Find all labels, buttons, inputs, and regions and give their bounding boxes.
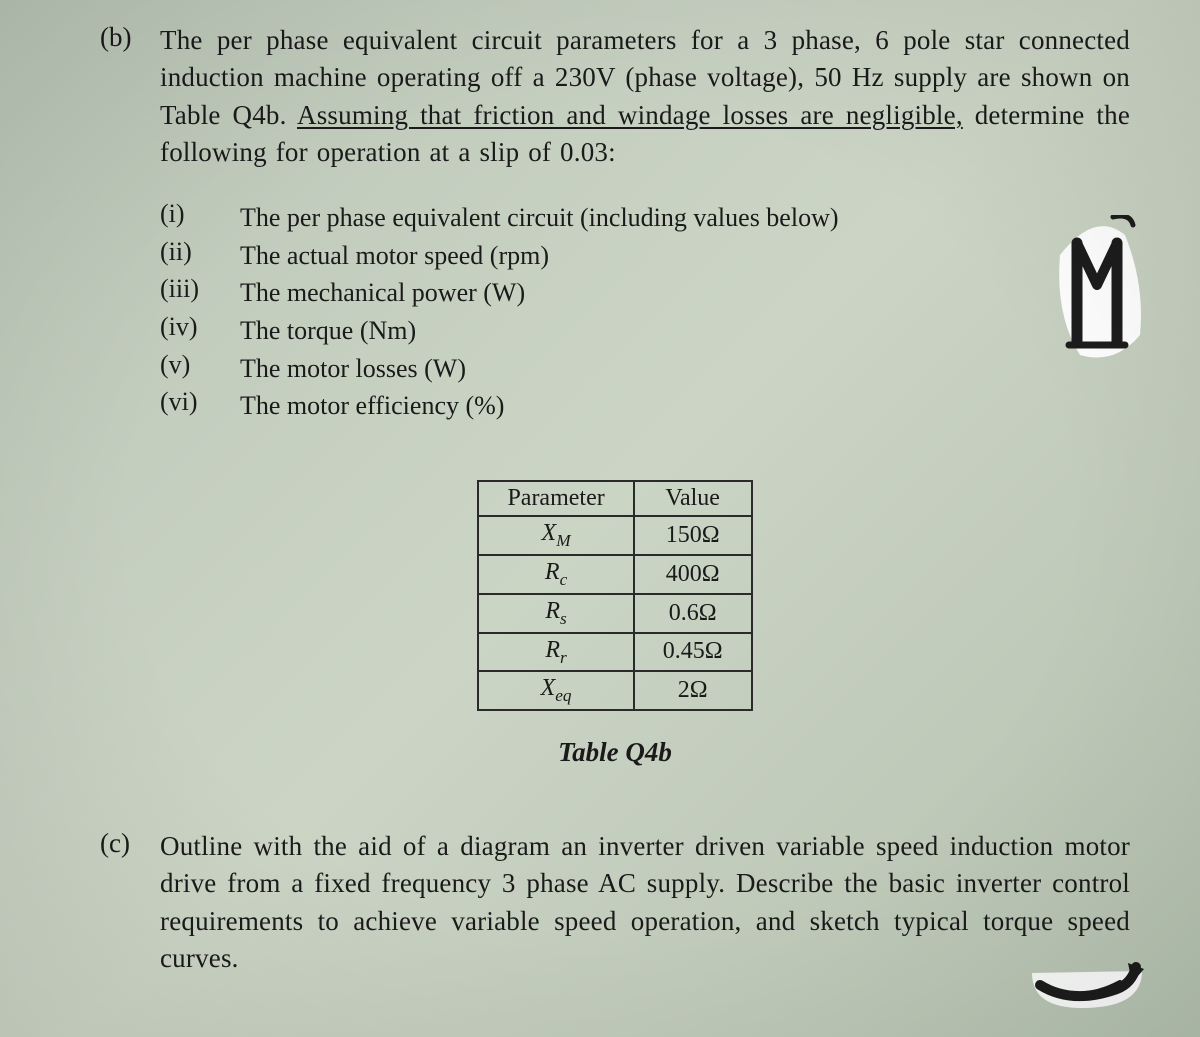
table-param-cell: Xeq	[478, 671, 633, 710]
table-caption: Table Q4b	[100, 737, 1130, 768]
subitem: (ii) The actual motor speed (rpm)	[160, 237, 1130, 275]
annotation-arrow-icon	[1032, 953, 1152, 1013]
subitem: (vi) The motor efficiency (%)	[160, 387, 1130, 425]
subitem-marker: (iii)	[160, 274, 240, 304]
subitem-marker: (ii)	[160, 237, 240, 267]
table-value-cell: 0.6Ω	[634, 594, 752, 633]
subitem-text: The mechanical power (W)	[240, 274, 1130, 312]
table-row: Rr 0.45Ω	[478, 633, 751, 672]
table-param-cell: Rc	[478, 555, 633, 594]
question-c-body: Outline with the aid of a diagram an inv…	[160, 828, 1130, 977]
table-value-cell: 400Ω	[634, 555, 752, 594]
subitem: (iii) The mechanical power (W)	[160, 274, 1130, 312]
table-row: Rc 400Ω	[478, 555, 751, 594]
question-b: (b) The per phase equivalent circuit par…	[100, 22, 1130, 171]
subitem-text: The motor efficiency (%)	[240, 387, 1130, 425]
table-param-cell: XM	[478, 516, 633, 555]
table-param-cell: Rs	[478, 594, 633, 633]
table-value-cell: 2Ω	[634, 671, 752, 710]
subitem-text: The per phase equivalent circuit (includ…	[240, 199, 1130, 237]
table-header-cell: Parameter	[478, 481, 633, 516]
table-param-cell: Rr	[478, 633, 633, 672]
question-b-text-underlined: Assuming that friction and windage losse…	[297, 100, 963, 130]
table-row: Xeq 2Ω	[478, 671, 751, 710]
exam-page: (b) The per phase equivalent circuit par…	[0, 0, 1200, 1037]
table-row: XM 150Ω	[478, 516, 751, 555]
table-header-cell: Value	[634, 481, 752, 516]
subitem-marker: (i)	[160, 199, 240, 229]
table-row: Rs 0.6Ω	[478, 594, 751, 633]
subitem-marker: (v)	[160, 350, 240, 380]
question-b-marker: (b)	[100, 22, 160, 53]
question-c-marker: (c)	[100, 828, 160, 859]
table-value-cell: 0.45Ω	[634, 633, 752, 672]
table-header-row: Parameter Value	[478, 481, 751, 516]
parameter-table-wrap: Parameter Value XM 150Ω Rc 400Ω Rs 0.6Ω …	[100, 480, 1130, 711]
subitem: (iv) The torque (Nm)	[160, 312, 1130, 350]
question-b-subitems: (i) The per phase equivalent circuit (in…	[160, 199, 1130, 425]
question-b-body: The per phase equivalent circuit paramet…	[160, 22, 1130, 171]
subitem-text: The actual motor speed (rpm)	[240, 237, 1130, 275]
subitem-marker: (vi)	[160, 387, 240, 417]
parameter-table: Parameter Value XM 150Ω Rc 400Ω Rs 0.6Ω …	[477, 480, 752, 711]
subitem-text: The motor losses (W)	[240, 350, 1130, 388]
question-c: (c) Outline with the aid of a diagram an…	[100, 828, 1130, 977]
annotation-scribble-icon	[1055, 215, 1145, 365]
subitem: (v) The motor losses (W)	[160, 350, 1130, 388]
subitem: (i) The per phase equivalent circuit (in…	[160, 199, 1130, 237]
subitem-text: The torque (Nm)	[240, 312, 1130, 350]
subitem-marker: (iv)	[160, 312, 240, 342]
table-value-cell: 150Ω	[634, 516, 752, 555]
